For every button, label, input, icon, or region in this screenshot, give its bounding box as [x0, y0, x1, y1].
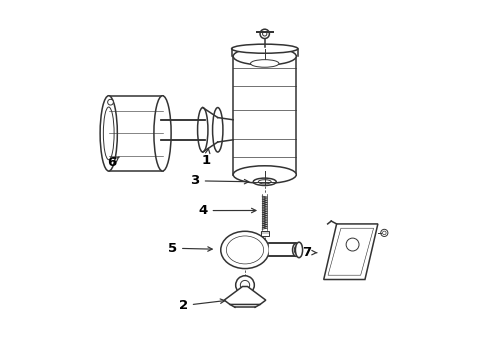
Circle shape: [236, 276, 254, 294]
Circle shape: [241, 248, 245, 252]
Text: 1: 1: [202, 148, 211, 167]
Circle shape: [346, 238, 359, 251]
Ellipse shape: [232, 44, 298, 53]
Ellipse shape: [253, 178, 276, 185]
Ellipse shape: [258, 180, 271, 184]
Circle shape: [234, 240, 252, 259]
Circle shape: [381, 229, 388, 237]
Ellipse shape: [295, 242, 303, 258]
Ellipse shape: [226, 236, 264, 264]
Ellipse shape: [221, 231, 269, 269]
Text: 5: 5: [168, 242, 212, 255]
Text: 7: 7: [302, 246, 317, 259]
Ellipse shape: [233, 48, 296, 65]
Ellipse shape: [103, 107, 114, 160]
Ellipse shape: [213, 108, 223, 152]
Ellipse shape: [293, 243, 300, 256]
Circle shape: [240, 280, 250, 290]
Ellipse shape: [294, 246, 298, 254]
Ellipse shape: [250, 60, 279, 67]
Polygon shape: [324, 224, 378, 279]
Bar: [109, 96, 163, 171]
Circle shape: [383, 231, 386, 235]
Circle shape: [239, 245, 248, 255]
Polygon shape: [224, 287, 266, 305]
Polygon shape: [328, 228, 373, 275]
Bar: [261, 230, 269, 235]
Text: 4: 4: [198, 204, 256, 217]
Circle shape: [260, 29, 270, 39]
Text: 6: 6: [107, 156, 119, 169]
Circle shape: [263, 32, 267, 36]
Ellipse shape: [233, 166, 296, 184]
Ellipse shape: [197, 108, 208, 152]
Text: 3: 3: [191, 174, 249, 187]
Bar: [233, 56, 296, 175]
Ellipse shape: [100, 96, 117, 171]
Circle shape: [108, 99, 113, 105]
Ellipse shape: [154, 96, 171, 171]
Text: 2: 2: [179, 299, 225, 312]
